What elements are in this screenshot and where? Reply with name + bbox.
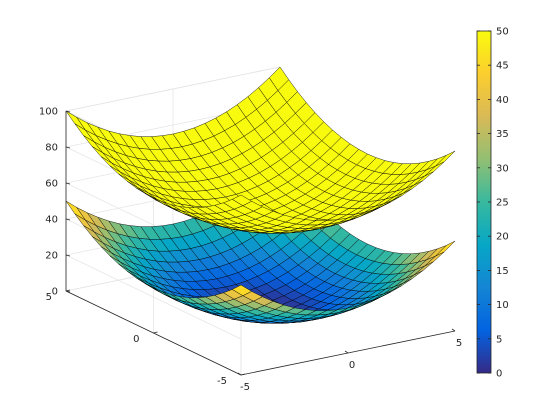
y-tick-label: -5 — [217, 376, 227, 387]
z-tick-label: 20 — [45, 251, 58, 262]
z-tick-label: 60 — [45, 179, 58, 190]
z-tick-label: 0 — [52, 287, 58, 298]
x-tick — [237, 372, 242, 376]
z-tick — [65, 110, 71, 113]
upper-surface-patch — [435, 150, 456, 167]
x-tick-label: 0 — [349, 360, 355, 371]
z-tick-label: 80 — [45, 143, 58, 154]
z-tick — [65, 146, 71, 149]
colorbar: 0 5 10 15 20 25 30 35 40 45 50 — [476, 27, 509, 380]
x-tick-label: -5 — [240, 382, 250, 393]
colorbar-tick-label: 5 — [496, 334, 502, 345]
z-tick — [65, 182, 71, 185]
y-tick-label: 0 — [133, 334, 139, 345]
colorbar-tick-label: 20 — [496, 232, 509, 243]
colorbar-tick-label: 40 — [496, 95, 509, 106]
x-tick — [451, 328, 456, 332]
colorbar-tick-label: 50 — [496, 27, 509, 38]
lower-surface-patch — [435, 240, 456, 257]
y-tick — [240, 373, 246, 376]
colorbar-tick-label: 0 — [496, 369, 502, 380]
z-tick — [65, 254, 71, 257]
z-tick — [65, 218, 71, 221]
y-tick — [65, 289, 71, 292]
colorbar-tick-label: 35 — [496, 129, 509, 140]
colorbar-tick-label: 15 — [496, 266, 509, 277]
y-tick-label: 5 — [46, 292, 52, 303]
x-tick — [344, 350, 349, 354]
colorbar-tick-label: 30 — [496, 163, 509, 174]
colorbar-tick-label: 25 — [496, 198, 509, 209]
z-tick-label: 40 — [45, 215, 58, 226]
surfaces — [65, 66, 456, 324]
colorbar-tick-label: 10 — [496, 300, 509, 311]
y-tick — [153, 331, 158, 334]
colorbar-tick-label: 45 — [496, 61, 509, 72]
z-tick-label: 100 — [39, 107, 58, 118]
x-tick-label: 5 — [456, 338, 462, 349]
